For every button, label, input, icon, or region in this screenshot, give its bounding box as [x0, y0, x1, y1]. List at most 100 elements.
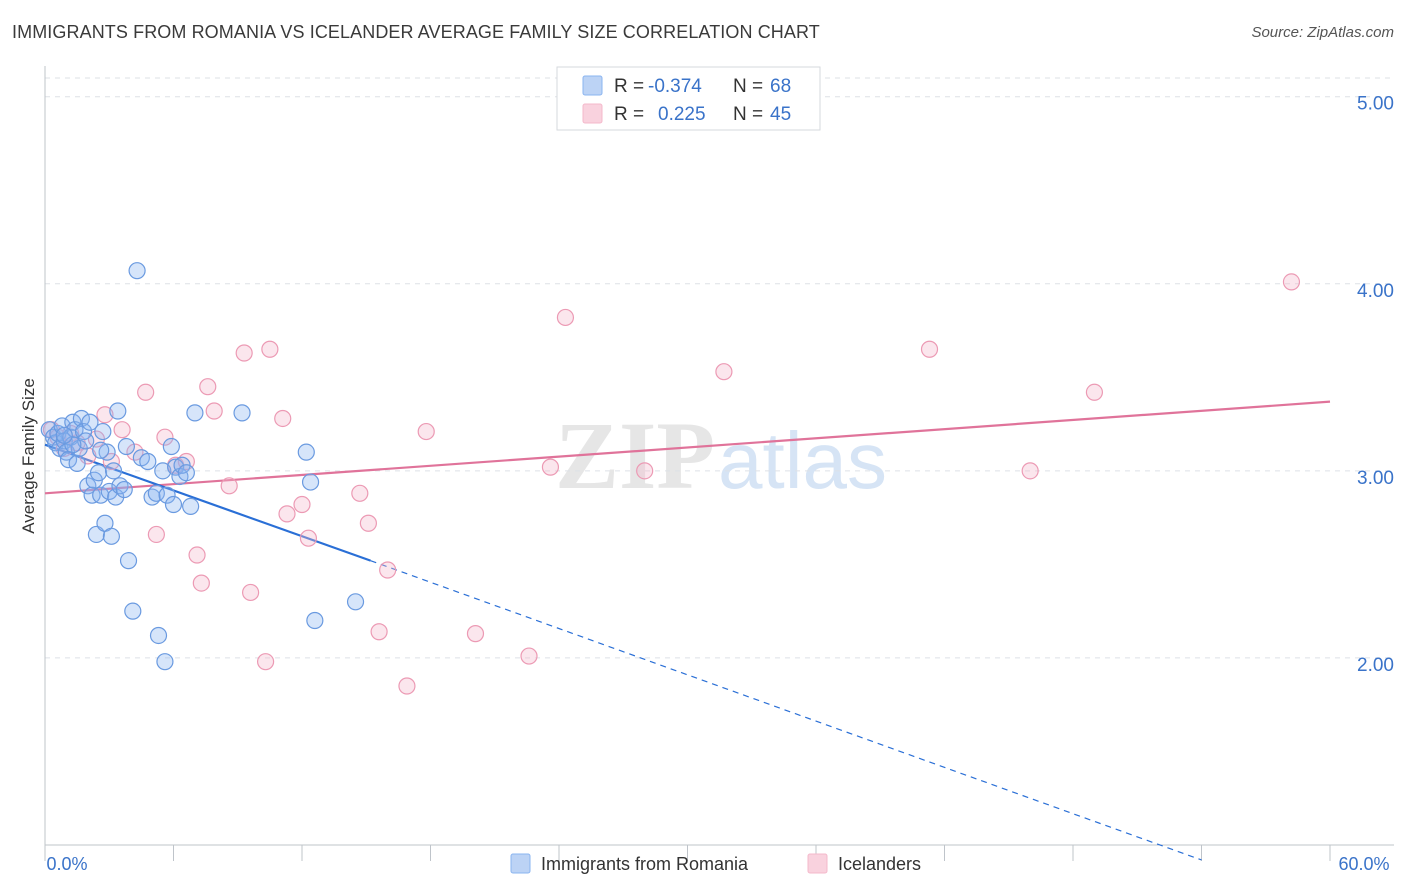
legend-bottom-label-pink: Icelanders: [838, 854, 921, 874]
point-romania: [64, 436, 82, 454]
legend-r-value-pink: 0.225: [658, 104, 706, 125]
point-icelanders: [466, 625, 485, 643]
y-tick-label: 2.00: [1357, 655, 1394, 676]
point-romania: [167, 458, 185, 476]
point-icelanders: [188, 546, 206, 564]
chart-title: IMMIGRANTS FROM ROMANIA VS ICELANDER AVE…: [12, 22, 820, 42]
y-tick-labels: 2.00 3.00 4.00 5.00: [1357, 94, 1394, 676]
point-romania: [233, 404, 251, 422]
point-romania: [186, 404, 204, 422]
correlation-legend: R = -0.374 N = 68 R = 0.225 N = 45: [556, 66, 821, 131]
point-romania: [94, 422, 112, 441]
point-icelanders: [541, 458, 560, 476]
point-romania: [104, 462, 123, 480]
point-icelanders: [137, 383, 155, 401]
legend-swatch-pink: [582, 103, 603, 124]
point-romania: [68, 454, 86, 472]
point-romania: [147, 484, 165, 502]
legend-r-label-blue: R =: [614, 76, 644, 97]
point-romania: [139, 452, 157, 471]
series-legend: Immigrants from Romania Icelanders: [510, 853, 921, 874]
point-romania: [55, 426, 73, 444]
point-icelanders: [293, 495, 311, 514]
watermark-atlas: atlas: [718, 416, 887, 505]
point-romania: [124, 602, 142, 620]
point-icelanders: [242, 583, 260, 602]
point-romania: [301, 473, 320, 491]
x-tick-label-min: 0.0%: [46, 854, 87, 874]
legend-n-value-pink: 45: [770, 104, 791, 125]
point-icelanders: [278, 505, 296, 523]
point-romania: [297, 443, 315, 461]
point-romania: [109, 402, 127, 420]
point-romania: [128, 262, 146, 280]
point-icelanders: [1282, 273, 1301, 291]
point-icelanders: [235, 344, 253, 362]
data-points: [40, 262, 1301, 695]
point-icelanders: [256, 653, 275, 671]
point-icelanders: [715, 363, 733, 381]
legend-r-value-blue: -0.374: [648, 76, 702, 97]
point-icelanders: [370, 623, 388, 641]
y-tick-label: 4.00: [1357, 281, 1394, 302]
point-icelanders: [351, 484, 369, 502]
point-romania: [98, 443, 116, 461]
axes: [44, 66, 1394, 861]
point-romania: [158, 486, 176, 504]
point-romania: [156, 653, 174, 671]
point-romania: [346, 593, 365, 611]
point-icelanders: [359, 514, 377, 532]
point-icelanders: [520, 647, 538, 665]
point-romania: [92, 441, 110, 459]
legend-n-label-blue: N =: [733, 76, 763, 97]
point-romania: [177, 464, 195, 482]
point-icelanders: [147, 525, 165, 544]
point-icelanders: [1085, 383, 1104, 401]
point-icelanders: [920, 340, 939, 358]
legend-r-label-pink: R =: [614, 104, 644, 125]
point-icelanders: [636, 462, 654, 480]
point-icelanders: [199, 378, 217, 396]
source-credit: Source: ZipAtlas.com: [1251, 24, 1394, 41]
point-romania: [164, 495, 183, 514]
point-romania: [149, 626, 168, 645]
trend-line-icelanders: [44, 400, 1331, 495]
point-icelanders: [96, 406, 114, 424]
point-icelanders: [261, 340, 279, 358]
point-icelanders: [192, 574, 210, 592]
point-icelanders: [113, 421, 131, 439]
point-icelanders: [556, 308, 575, 327]
point-icelanders: [398, 677, 416, 695]
point-icelanders: [417, 422, 435, 441]
point-romania: [115, 480, 133, 499]
point-romania: [72, 409, 91, 428]
point-icelanders: [299, 529, 318, 547]
point-romania: [102, 527, 120, 545]
x-tick-label-max: 60.0%: [1338, 854, 1389, 874]
point-romania: [182, 497, 200, 515]
legend-bottom-label-blue: Immigrants from Romania: [541, 854, 749, 874]
point-romania: [89, 464, 108, 482]
point-romania: [162, 437, 180, 456]
point-romania: [306, 611, 324, 630]
point-icelanders: [1021, 462, 1039, 480]
point-romania: [77, 432, 95, 450]
point-icelanders: [379, 561, 397, 579]
trend-line-romania-extrapolated: [370, 560, 1202, 861]
legend-bottom-swatch-blue: [510, 853, 531, 874]
legend-bottom-swatch-pink: [807, 853, 828, 874]
point-icelanders: [220, 477, 238, 495]
point-icelanders: [156, 428, 174, 446]
watermark: ZIP atlas: [555, 402, 887, 509]
point-romania: [119, 552, 138, 570]
point-icelanders: [274, 409, 292, 428]
y-axis-label: Average Family Size: [19, 378, 38, 534]
legend-n-value-blue: 68: [770, 76, 791, 97]
y-tick-label: 3.00: [1357, 468, 1394, 489]
point-icelanders: [205, 402, 223, 420]
legend-swatch-blue: [582, 75, 603, 96]
point-romania: [154, 462, 172, 480]
legend-n-label-pink: N =: [733, 104, 763, 125]
point-romania: [117, 437, 135, 456]
